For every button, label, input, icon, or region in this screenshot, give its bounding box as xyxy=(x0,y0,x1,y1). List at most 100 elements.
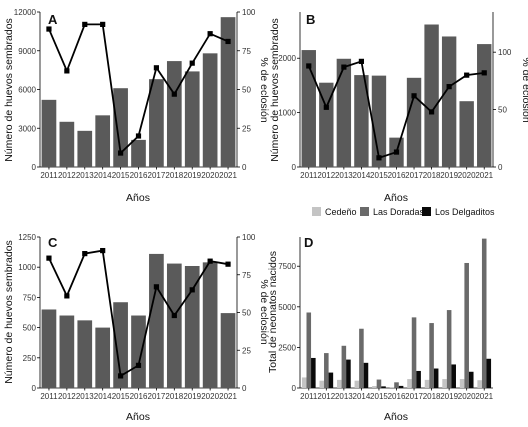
y-axis-title: Número de huevos sembrados xyxy=(3,240,15,384)
eclosion-point xyxy=(64,293,70,299)
x-tick-label: 2021 xyxy=(219,171,237,180)
y-tick-label: 12000 xyxy=(14,8,37,17)
eclosion-point xyxy=(46,26,52,32)
y-tick-label: 7500 xyxy=(278,262,296,271)
eclosion-point xyxy=(153,284,160,290)
legend-swatch xyxy=(360,207,369,216)
y-right-tick-label: 100 xyxy=(498,48,512,57)
eclosion-point xyxy=(341,64,347,70)
x-tick-label: 2017 xyxy=(148,392,166,401)
bar xyxy=(464,262,469,388)
bar xyxy=(346,359,351,388)
bar xyxy=(441,36,457,168)
eclosion-point xyxy=(446,84,452,90)
x-axis-title: Años xyxy=(126,411,150,423)
y-tick-label: 0 xyxy=(32,163,37,172)
eclosion-point xyxy=(135,362,142,368)
y-axis-title: Total de neonatos nacidos xyxy=(267,251,279,373)
y-right-tick-label: 50 xyxy=(242,309,251,318)
bar xyxy=(371,75,387,167)
y-right-tick-label: 0 xyxy=(242,384,247,393)
x-tick-label: 2021 xyxy=(475,171,493,180)
bar xyxy=(41,99,57,167)
bar xyxy=(429,323,434,388)
x-tick-label: 2012 xyxy=(58,392,76,401)
x-tick-label: 2012 xyxy=(317,171,335,180)
x-tick-label: 2013 xyxy=(335,392,353,401)
x-tick-label: 2018 xyxy=(165,171,183,180)
bar xyxy=(328,372,334,388)
bar xyxy=(301,50,316,167)
bar xyxy=(481,238,487,388)
x-tick-label: 2011 xyxy=(300,171,318,180)
bar xyxy=(411,317,417,388)
x-tick-label: 2016 xyxy=(388,392,406,401)
eclosion-point xyxy=(189,60,195,66)
bar xyxy=(184,265,200,388)
y-tick-label: 1000 xyxy=(18,263,36,272)
x-tick-label: 2018 xyxy=(423,392,441,401)
x-tick-label: 2015 xyxy=(112,392,130,401)
x-tick-label: 2019 xyxy=(183,392,201,401)
bar xyxy=(363,362,369,388)
y-tick-label: 250 xyxy=(23,354,37,363)
x-tick-label: 2017 xyxy=(405,392,423,401)
y-axis-title: Número de huevos sembrados xyxy=(3,18,15,162)
eclosion-point xyxy=(428,109,435,115)
bar xyxy=(354,380,360,388)
bar xyxy=(311,357,316,388)
bar xyxy=(459,379,465,388)
eclosion-point xyxy=(117,373,124,379)
legend-entry: Cedeño xyxy=(325,207,357,217)
y-tick-label: 3000 xyxy=(18,124,36,133)
y-right-axis-title: % de eclosión xyxy=(258,57,270,123)
bar xyxy=(319,82,334,167)
x-tick-label: 2011 xyxy=(40,171,58,180)
x-tick-label: 2019 xyxy=(440,392,458,401)
x-tick-label: 2020 xyxy=(458,171,476,180)
y-tick-label: 5000 xyxy=(278,303,296,312)
bar xyxy=(468,371,474,388)
panel-c: C 0 250 500 750 1000 1250 0 25 50 75 100 % de eclosi… xyxy=(3,233,270,423)
eclosion-point xyxy=(46,255,52,261)
eclosion-point xyxy=(306,63,312,69)
legend-swatch xyxy=(422,207,431,216)
eclosion-point xyxy=(207,258,213,264)
bar xyxy=(324,353,329,388)
bar xyxy=(131,139,146,167)
bar xyxy=(486,358,492,388)
bar xyxy=(389,387,395,388)
bar xyxy=(95,327,111,388)
x-tick-label: 2018 xyxy=(165,392,183,401)
bar xyxy=(184,71,200,167)
x-tick-label: 2014 xyxy=(353,392,371,401)
bar xyxy=(381,386,386,388)
x-tick-label: 2016 xyxy=(130,171,148,180)
bar xyxy=(113,302,128,388)
bar xyxy=(131,315,146,388)
eclosion-point xyxy=(171,91,177,97)
x-tick-label: 2011 xyxy=(300,392,318,401)
bar xyxy=(59,315,75,388)
x-tick-label: 2015 xyxy=(370,171,388,180)
y-tick-label: 500 xyxy=(23,324,37,333)
panel-a: A 0 3000 6000 9000 12000 0 25 50 75 100 % de eclosi… xyxy=(3,8,270,204)
y-right-tick-label: 100 xyxy=(242,8,256,17)
y-tick-label: 0 xyxy=(32,384,37,393)
panel-label: D xyxy=(304,235,313,250)
y-right-axis-title: % de eclosión xyxy=(520,57,528,123)
panel-label: B xyxy=(306,12,315,27)
y-right-tick-label: 75 xyxy=(242,271,251,280)
bar xyxy=(77,320,93,388)
bar xyxy=(433,368,439,388)
bar xyxy=(336,58,352,168)
x-tick-label: 2021 xyxy=(219,392,237,401)
bar xyxy=(442,379,447,388)
eclosion-point xyxy=(225,38,231,45)
eclosion-point xyxy=(153,65,160,71)
x-tick-label: 2018 xyxy=(423,171,441,180)
x-tick-label: 2019 xyxy=(183,171,201,180)
y-tick-label: 1250 xyxy=(18,233,36,242)
bar xyxy=(202,53,218,168)
